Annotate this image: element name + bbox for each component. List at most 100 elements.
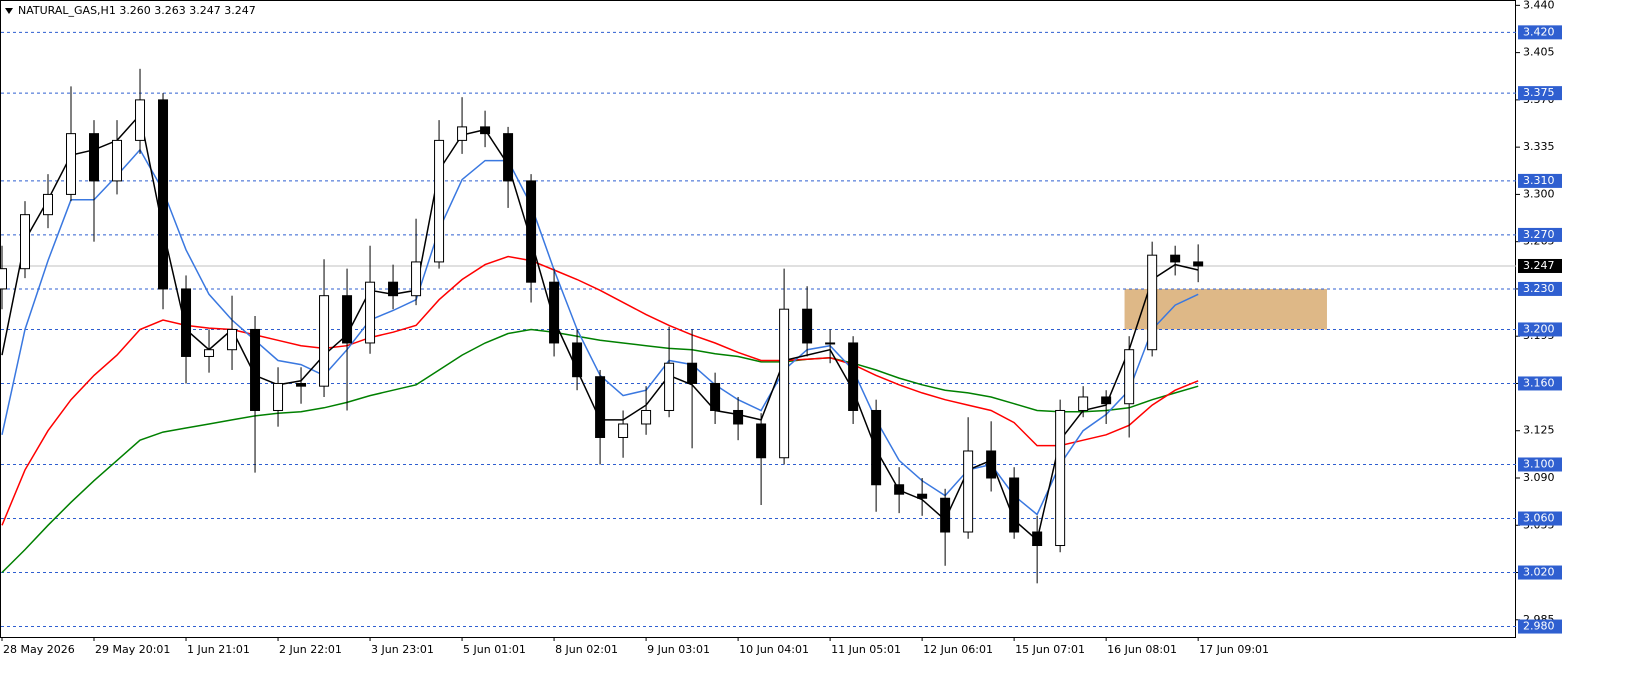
candle-body: [204, 349, 215, 357]
x-tick-label: 2 Jun 22:01: [279, 643, 342, 656]
candle-body: [526, 180, 537, 283]
last-price-box: [1518, 258, 1562, 273]
y-tick-label: 3.335: [1523, 140, 1555, 153]
x-tick-label: 3 Jun 23:01: [371, 643, 434, 656]
candle-body: [457, 126, 468, 141]
candle-body: [273, 382, 284, 411]
candle-body: [135, 99, 146, 141]
x-tick-label: 10 Jun 04:01: [739, 643, 809, 656]
x-tick-label: 8 Jun 02:01: [555, 643, 618, 656]
candle-body: [848, 342, 859, 411]
y-tick-label: 3.125: [1523, 424, 1555, 437]
level-label-box: [1518, 565, 1562, 580]
level-label-box: [1518, 281, 1562, 296]
candle-body: [687, 362, 698, 384]
candle-body: [181, 288, 192, 357]
candle-body: [963, 450, 974, 533]
candle-body: [20, 214, 31, 270]
candle-body: [641, 409, 652, 425]
candle-body: [986, 450, 997, 479]
x-tick-label: 1 Jun 21:01: [187, 643, 250, 656]
level-label: 3.270: [1523, 228, 1555, 241]
candle-body: [1124, 349, 1135, 405]
candle-body: [227, 328, 238, 351]
level-label-box: [1518, 173, 1562, 188]
level-label: 3.020: [1523, 566, 1555, 579]
y-tick-label: 3.090: [1523, 471, 1555, 484]
candle-body: [503, 133, 514, 182]
last-price-label: 3.247: [1523, 259, 1555, 272]
level-label-box: [1518, 322, 1562, 337]
candle-body: [549, 281, 560, 344]
candle-body: [756, 423, 767, 459]
candle-body: [733, 409, 744, 425]
candle-body: [411, 261, 422, 297]
x-tick-label: 15 Jun 07:01: [1015, 643, 1085, 656]
x-tick-label: 17 Jun 09:01: [1199, 643, 1269, 656]
candle-body: [1032, 531, 1043, 547]
level-label-box: [1518, 376, 1562, 391]
candle-body: [618, 423, 629, 438]
x-tick-label: 28 May 2026: [3, 643, 75, 656]
x-tick-label: 29 May 20:01: [95, 643, 170, 656]
level-label: 3.160: [1523, 376, 1555, 389]
candle-body: [296, 382, 307, 387]
level-label-box: [1518, 619, 1562, 634]
candle-body: [595, 376, 606, 438]
candle-body: [917, 493, 928, 499]
level-label: 3.060: [1523, 512, 1555, 525]
candle-body: [572, 342, 583, 378]
candle-body: [365, 281, 376, 344]
level-label: 3.420: [1523, 25, 1555, 38]
candle-body: [480, 126, 491, 135]
level-label-box: [1518, 457, 1562, 472]
candle-body: [388, 281, 399, 297]
candle-body: [66, 133, 77, 195]
candle-body: [158, 99, 169, 290]
level-label-box: [1518, 511, 1562, 526]
header-icon: [5, 8, 13, 14]
level-label: 3.375: [1523, 86, 1555, 99]
candle-body: [112, 139, 123, 182]
candle-body: [871, 409, 882, 486]
level-label: 3.100: [1523, 457, 1555, 470]
candle-body: [342, 295, 353, 344]
y-tick-label: 3.300: [1523, 187, 1555, 200]
candle-body: [802, 308, 813, 344]
x-tick-label: 5 Jun 01:01: [463, 643, 526, 656]
candle-body: [434, 139, 445, 263]
candle-body: [0, 268, 7, 290]
candle-body: [89, 133, 100, 182]
candle-body: [1170, 254, 1181, 263]
candle-body: [1147, 254, 1158, 351]
x-tick-label: 9 Jun 03:01: [647, 643, 710, 656]
candle-body: [250, 328, 261, 411]
level-label-box: [1518, 227, 1562, 242]
x-tick-label: 11 Jun 05:01: [831, 643, 901, 656]
level-label: 2.980: [1523, 620, 1555, 633]
moving-average: [1, 328, 1199, 574]
x-tick-label: 12 Jun 06:01: [923, 643, 993, 656]
y-tick-label: 3.440: [1523, 0, 1555, 11]
x-tick-label: 16 Jun 08:01: [1107, 643, 1177, 656]
candle-body: [825, 342, 836, 345]
level-label-box: [1518, 25, 1562, 40]
chart-header: NATURAL_GAS,H1 3.260 3.263 3.247 3.247: [18, 4, 256, 17]
candle-body: [1009, 477, 1020, 533]
candle-body: [1055, 409, 1066, 547]
candle-body: [710, 382, 721, 411]
candle-body: [664, 362, 675, 411]
candle-body: [779, 308, 790, 459]
level-label: 3.200: [1523, 322, 1555, 335]
candle-body: [43, 193, 54, 216]
candle-body: [319, 295, 330, 387]
candle-body: [1193, 261, 1204, 267]
level-label: 3.310: [1523, 174, 1555, 187]
level-label-box: [1518, 86, 1562, 101]
candle-body: [1078, 396, 1089, 411]
moving-average: [1, 255, 1199, 526]
level-label: 3.230: [1523, 282, 1555, 295]
y-tick-label: 3.405: [1523, 46, 1555, 59]
